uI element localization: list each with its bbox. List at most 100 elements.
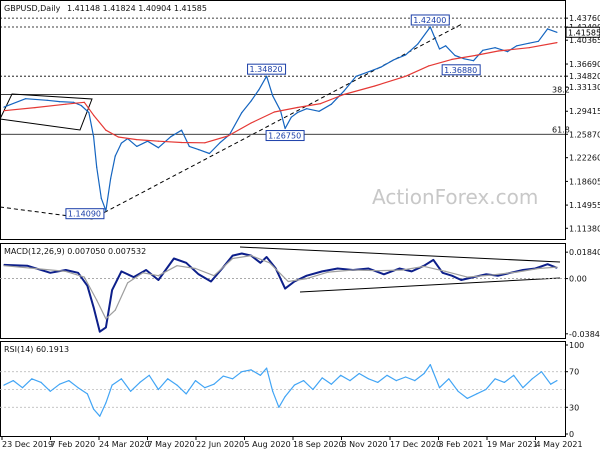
main-y-tick-label-6: 1.33130 <box>569 83 600 92</box>
macd-point-1-1 <box>34 267 36 270</box>
rsi-point-0-30 <box>266 367 268 369</box>
rsi-point-0-37 <box>321 377 323 379</box>
main-y-tick-label-11: 1.14955 <box>569 201 600 210</box>
rsi-y-tick-label-3: 0 <box>569 430 574 439</box>
x-tick-label-11: 4 May 2021 <box>536 440 583 449</box>
macd-point-0-37 <box>442 272 444 274</box>
rsi-point-0-43 <box>377 381 379 383</box>
rsi-point-0-54 <box>476 393 478 395</box>
main-point-1-7 <box>136 139 138 141</box>
rsi-point-0-45 <box>395 380 397 382</box>
macd-triangle <box>239 246 561 293</box>
main-point-0-39 <box>367 71 370 73</box>
macd-point-0-27 <box>306 275 308 277</box>
level-label-3: 38.2 <box>552 85 570 94</box>
rsi-point-0-57 <box>503 381 505 383</box>
rsi-point-0-46 <box>405 376 407 378</box>
x-tick-label-10: 19 Mar 2021 <box>487 440 538 449</box>
main-point-0-8 <box>96 166 98 168</box>
main-point-0-5 <box>80 104 82 107</box>
main-point-1-21 <box>474 54 476 57</box>
main-point-0-25 <box>241 112 243 114</box>
macd-point-0-38 <box>451 275 453 277</box>
macd-point-1-21 <box>401 269 404 271</box>
rsi-point-0-17 <box>148 374 150 376</box>
macd-point-0-39 <box>460 279 462 281</box>
main-point-0-49 <box>472 60 475 62</box>
main-point-1-20 <box>451 58 453 61</box>
macd-point-1-13 <box>232 257 234 260</box>
rsi-y-tick-label-2: 30 <box>569 403 579 412</box>
main-point-0-17 <box>157 147 159 149</box>
macd-point-1-9 <box>157 275 159 277</box>
macd-point-1-17 <box>306 278 308 280</box>
main-point-0-13 <box>120 142 122 144</box>
main-series <box>3 26 558 212</box>
macd-y-tick-label-2: -0.038483 <box>569 330 600 339</box>
main-point-0-9 <box>100 197 102 199</box>
main-point-0-52 <box>506 51 509 53</box>
rsi-point-0-36 <box>312 388 314 391</box>
x-tick-label-3: 7 May 2020 <box>148 440 195 449</box>
macd-point-0-11 <box>133 276 135 278</box>
main-point-0-35 <box>318 110 320 112</box>
rsi-point-0-56 <box>494 378 496 380</box>
rsi-point-0-50 <box>438 387 441 389</box>
rsi-point-0-35 <box>303 380 305 382</box>
rsi-point-0-47 <box>414 380 416 382</box>
main-yaxis: 1.437601.424001.415851.403651.366901.348… <box>565 14 600 233</box>
main-point-0-18 <box>170 136 172 138</box>
annotation-label-4: 1.14090 <box>68 210 101 219</box>
macd-point-0-6 <box>93 306 95 308</box>
main-panel-ohlc: 1.41148 1.41824 1.40904 1.41585 <box>67 4 207 13</box>
x-tick-label-9: 3 Feb 2021 <box>439 440 484 449</box>
macd-point-1-11 <box>194 267 197 270</box>
macd-point-0-32 <box>383 273 385 275</box>
main-y-tick-label-12: 1.11380 <box>569 224 600 233</box>
main-point-1-23 <box>528 47 530 49</box>
macd-point-0-8 <box>105 326 107 328</box>
rsi-point-0-48 <box>423 372 425 375</box>
rsi-yaxis: 100 70 30 0 <box>565 341 584 439</box>
macd-point-1-7 <box>127 282 129 284</box>
main-point-0-11 <box>110 178 112 180</box>
rsi-point-0-29 <box>259 374 261 376</box>
main-panel-symbol: GBPUSD,Daily <box>4 4 61 13</box>
rsi-point-0-26 <box>232 378 234 380</box>
macd-point-1-12 <box>213 275 215 277</box>
rsi-y-tick-label-0: 100 <box>569 341 584 350</box>
main-point-0-10 <box>105 210 107 212</box>
main-point-0-4 <box>72 101 75 103</box>
rsi-point-0-28 <box>250 369 252 371</box>
rsi-point-0-27 <box>241 371 243 373</box>
main-point-1-14 <box>296 106 298 109</box>
macd-point-0-29 <box>337 267 339 270</box>
main-series-0 <box>3 26 558 212</box>
macd-point-1-10 <box>176 265 178 267</box>
macd-point-0-16 <box>198 273 200 275</box>
main-point-0-56 <box>547 28 549 30</box>
main-point-1-10 <box>204 142 206 144</box>
watermark-text: ActionForex.com <box>372 185 538 209</box>
macd-point-1-15 <box>269 262 271 264</box>
main-point-0-46 <box>445 45 447 47</box>
rsi-point-0-6 <box>59 383 61 385</box>
main-annotations: 1.42400 1.34820 1.26750 1.36880 1.14090 <box>65 14 481 220</box>
rsi-point-0-22 <box>194 380 197 382</box>
main-y-tick-label-10: 1.18605 <box>569 177 600 186</box>
main-point-1-19 <box>428 65 430 67</box>
main-point-0-31 <box>284 127 286 130</box>
main-point-0-28 <box>266 75 268 77</box>
macd-series <box>3 252 558 333</box>
annotation-box-1 <box>247 63 287 75</box>
rsi-point-0-11 <box>99 415 101 417</box>
macd-point-0-41 <box>485 273 487 275</box>
main-point-0-26 <box>250 100 252 102</box>
rsi-point-0-9 <box>86 393 88 395</box>
annotation-label-3: 1.36880 <box>444 66 477 75</box>
rsi-point-0-12 <box>105 402 107 404</box>
main-point-0-54 <box>528 42 530 44</box>
main-point-0-48 <box>463 58 465 60</box>
main-point-1-11 <box>227 135 229 137</box>
rsi-point-0-24 <box>213 383 215 385</box>
